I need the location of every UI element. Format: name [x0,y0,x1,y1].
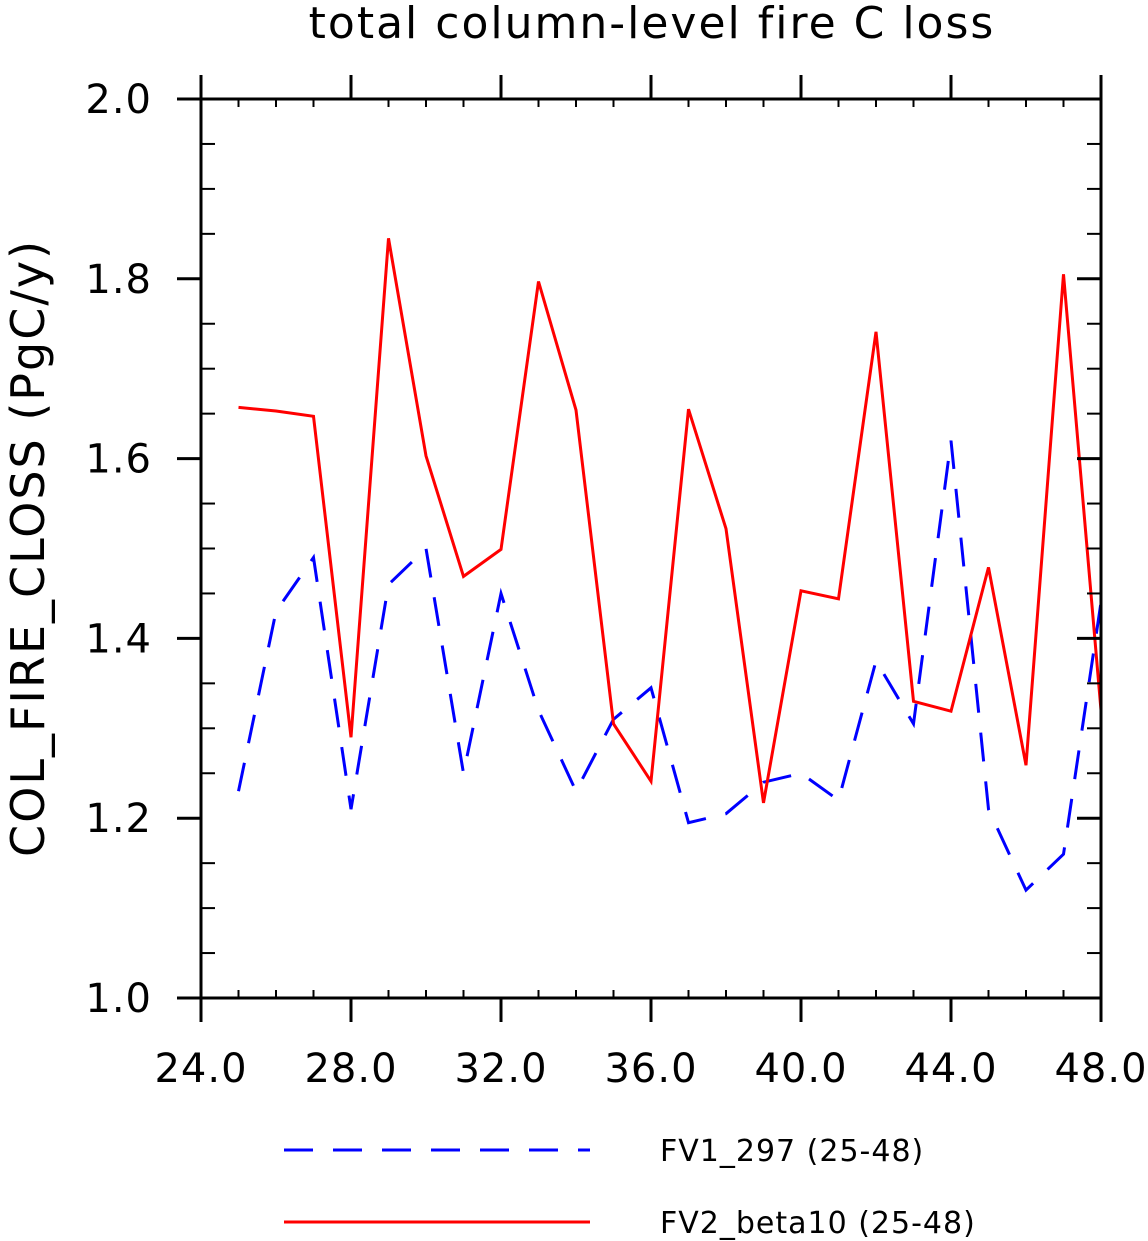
y-tick-label: 1.6 [85,437,152,483]
x-tick-label: 32.0 [454,1046,547,1092]
y-tick-label: 1.8 [85,257,152,303]
y-tick-label: 1.4 [85,616,152,662]
x-tick-label: 44.0 [904,1046,997,1092]
x-tick-label: 48.0 [1054,1046,1147,1092]
y-tick-label: 1.2 [85,796,152,842]
chart-title: total column-level fire C loss [309,0,996,49]
y-tick-labels: 1.0 1.2 1.4 1.6 1.8 2.0 [85,77,152,1022]
series-line-2 [238,238,1103,804]
y-axis-label: COL_FIRE_CLOSS (PgC/y) [1,239,55,857]
plot-area [237,238,1103,893]
y-tick-label: 1.0 [85,976,152,1022]
legend-label-2: FV2_beta10 (25-48) [660,1206,976,1241]
legend: FV1_297 (25-48) FV2_beta10 (25-48) [284,1134,976,1241]
plot-frame [199,97,1103,1000]
legend-label-1: FV1_297 (25-48) [660,1134,924,1169]
x-tick-labels: 24.0 28.0 32.0 36.0 40.0 44.0 48.0 [154,1046,1147,1092]
x-tick-label: 40.0 [754,1046,847,1092]
x-tick-label: 28.0 [304,1046,397,1092]
x-tick-label: 36.0 [604,1046,697,1092]
y-tick-label: 2.0 [85,77,152,123]
series-line-1 [237,440,1103,893]
x-tick-label: 24.0 [154,1046,247,1092]
series-layer [237,238,1103,893]
